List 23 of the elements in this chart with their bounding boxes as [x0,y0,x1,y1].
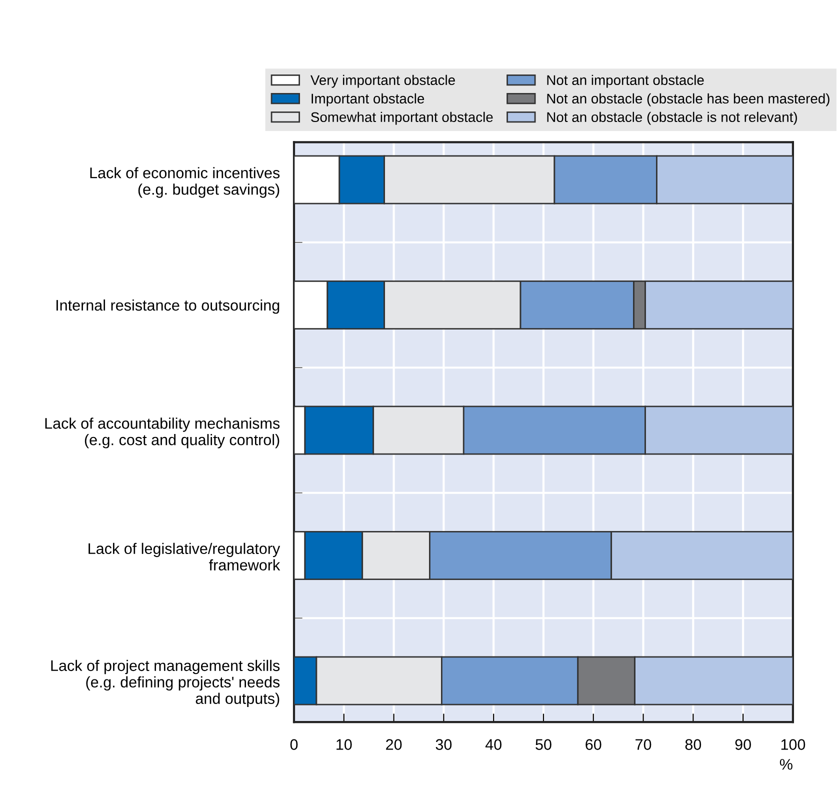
x-tick-label: 30 [436,739,452,750]
legend-label: Not an obstacle (obstacle is not relevant) [547,112,797,125]
x-tick-label: 50 [536,739,552,750]
x-tick-label: 40 [485,739,502,750]
x-tick-label: 100 [781,739,806,750]
x-tick-label: 80 [685,739,702,750]
legend-label: Important obstacle [312,93,424,106]
x-axis-title: % [780,758,792,770]
y-tick-label: Lack of accountability mechanisms (e.g. cost and quality control) [45,418,280,448]
x-tick-label: 10 [336,739,352,750]
y-tick-label: Internal resistance to outsourcing [56,299,280,314]
x-tick-label: 60 [586,739,602,750]
legend-label: Not an important obstacle [547,74,704,88]
legend-label: Very important obstacle [310,74,455,88]
x-tick-label: 90 [735,739,751,750]
legend-label: Not an obstacle (obstacle has been mastered) [547,93,830,106]
x-tick-label: 20 [386,739,402,750]
y-tick-label: Lack of legislative/regulatory framework [88,542,280,571]
y-tick-label: Lack of project management skills (e.g. defining projects' needs and outputs) [51,660,280,707]
x-tick-label: 70 [636,739,652,750]
x-tick-label: 0 [290,739,298,750]
y-tick-label: Lack of economic incentives (e.g. budget savings) [90,167,280,198]
legend-label: Somewhat important obstacle [311,112,493,125]
